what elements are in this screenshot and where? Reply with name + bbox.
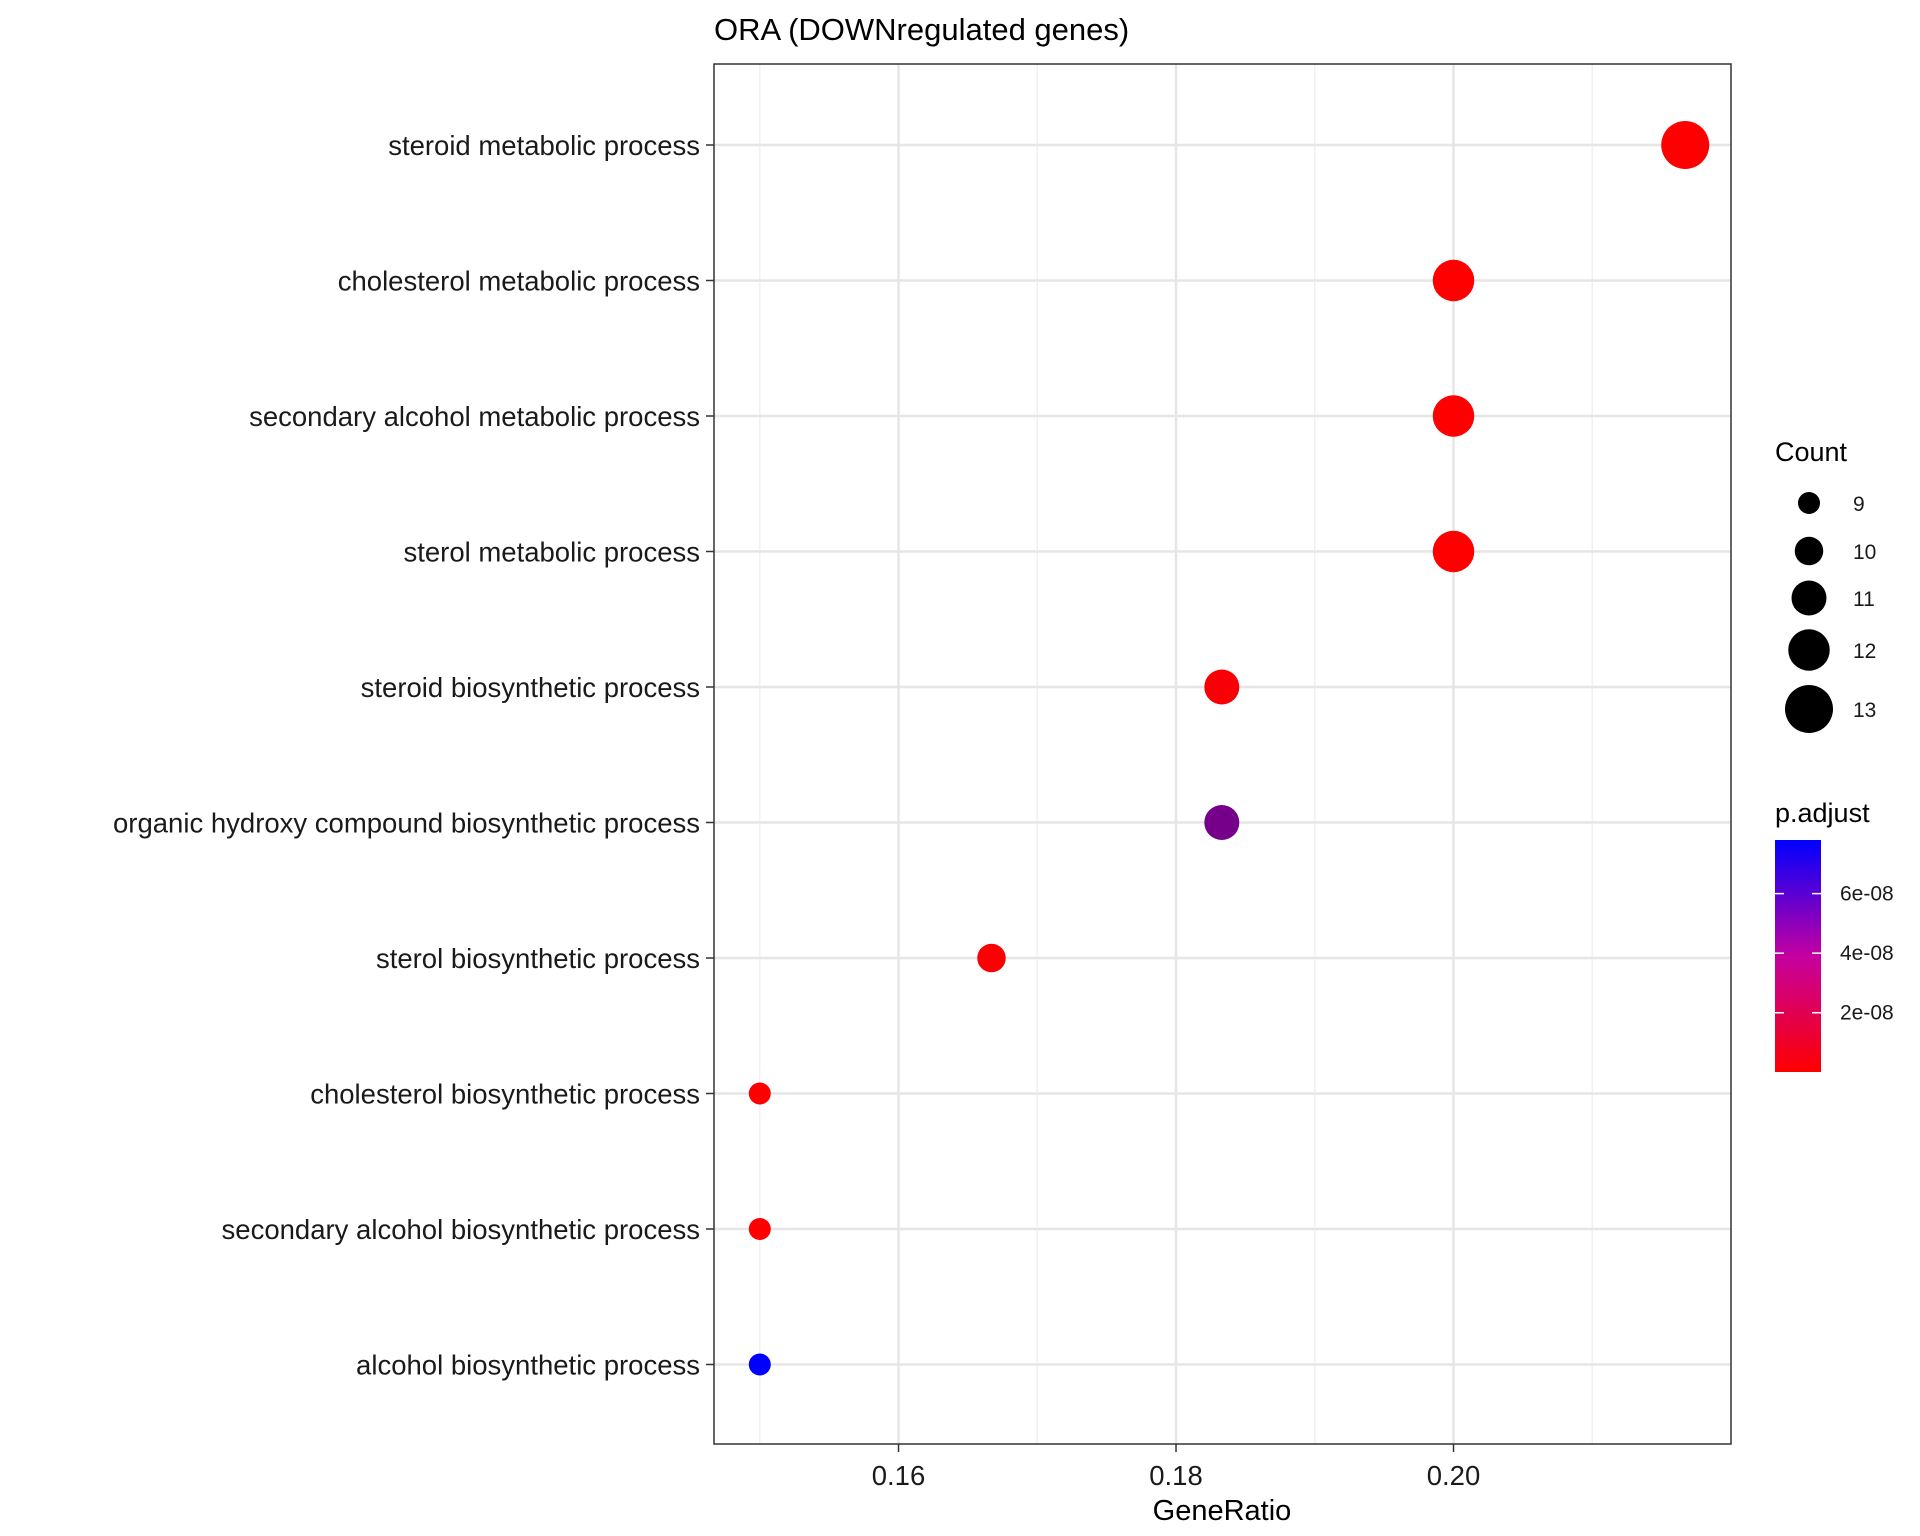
padjust-legend-title: p.adjust	[1775, 798, 1870, 828]
data-point	[1661, 121, 1710, 169]
data-point	[748, 1218, 771, 1240]
y-tick-label: organic hydroxy compound biosynthetic pr…	[113, 808, 700, 839]
x-axis-title: GeneRatio	[1153, 1495, 1292, 1527]
data-point	[748, 1082, 771, 1105]
data-point	[1432, 530, 1475, 573]
y-tick-label: steroid metabolic process	[388, 130, 700, 161]
y-tick-label: secondary alcohol biosynthetic process	[222, 1214, 700, 1245]
grid-minor	[759, 64, 1594, 1444]
count-legend-label: 9	[1853, 493, 1865, 516]
data-point	[1204, 669, 1240, 705]
padjust-legend-label: 2e-08	[1840, 1002, 1894, 1025]
x-axis: 0.16 0.18 0.20	[872, 1444, 1481, 1491]
y-axis: steroid metabolic process cholesterol met…	[113, 130, 714, 1381]
plot-panel	[714, 64, 1731, 1444]
count-legend: Count 9 10 11 12 13	[1775, 437, 1876, 733]
chart-title: ORA (DOWNregulated genes)	[714, 12, 1129, 47]
y-tick-label: sterol biosynthetic process	[376, 943, 700, 974]
count-legend-label: 11	[1853, 588, 1875, 611]
count-legend-label: 13	[1853, 699, 1876, 722]
data-point	[977, 943, 1006, 973]
plot-border	[713, 63, 1732, 1445]
x-tick-label: 0.16	[872, 1460, 926, 1491]
x-tick-label: 0.20	[1427, 1460, 1481, 1491]
count-legend-label: 10	[1853, 541, 1876, 564]
data-point	[1432, 395, 1475, 437]
y-tick-label: alcohol biosynthetic process	[356, 1350, 700, 1381]
count-legend-key	[1798, 492, 1820, 514]
count-legend-title: Count	[1775, 437, 1848, 467]
padjust-legend: p.adjust 6e-08 4e-08 2e-08	[1775, 798, 1894, 1072]
data-point	[748, 1353, 771, 1376]
count-legend-key	[1794, 536, 1824, 566]
count-legend-label: 12	[1853, 640, 1876, 663]
y-tick-label: cholesterol biosynthetic process	[310, 1079, 700, 1110]
y-tick-label: steroid biosynthetic process	[361, 672, 700, 703]
data-point	[1204, 805, 1240, 840]
padjust-legend-label: 6e-08	[1840, 883, 1894, 906]
count-legend-key	[1791, 580, 1827, 616]
data-point	[1432, 259, 1475, 302]
y-tick-label: sterol metabolic process	[403, 537, 700, 568]
padjust-legend-label: 4e-08	[1840, 942, 1894, 965]
x-tick-label: 0.18	[1149, 1460, 1203, 1491]
padjust-colorbar	[1775, 840, 1821, 1072]
count-legend-key	[1788, 629, 1830, 671]
data-points	[748, 121, 1710, 1376]
y-tick-label: secondary alcohol metabolic process	[249, 401, 700, 432]
y-tick-label: cholesterol metabolic process	[338, 266, 700, 297]
count-legend-key	[1785, 685, 1833, 733]
